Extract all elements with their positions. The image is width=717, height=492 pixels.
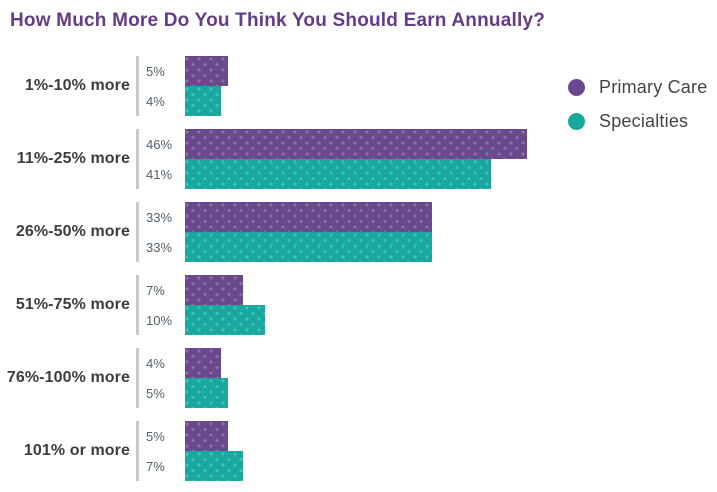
axis-line — [136, 275, 139, 335]
bars-column: 7% 10% — [139, 275, 545, 335]
bar-primary-care — [185, 275, 243, 305]
value-label: 4% — [146, 355, 165, 371]
axis-line — [136, 348, 139, 408]
bars-column: 46% 41% — [139, 129, 545, 189]
category-label: 26%-50% more — [15, 223, 130, 240]
axis-line — [136, 56, 139, 116]
bar-row: 4% — [139, 348, 545, 378]
bar-row: 10% — [139, 305, 545, 335]
axis-line — [136, 129, 139, 189]
value-label: 7% — [146, 282, 165, 298]
bar-specialties — [185, 159, 491, 189]
category-group: 11%-25% more 46% 41% — [0, 129, 545, 189]
category-label: 1%-10% more — [24, 77, 130, 94]
legend-label-primary-care: Primary Care — [599, 76, 708, 97]
bar-primary-care — [185, 202, 432, 232]
bars-column: 5% 7% — [139, 421, 545, 481]
bar-row: 7% — [139, 451, 545, 481]
bar-row: 33% — [139, 202, 545, 232]
bar-primary-care — [185, 129, 527, 159]
category-group: 51%-75% more 7% 10% — [0, 275, 545, 335]
chart-groups: 1%-10% more 5% 4% 11%-25% more 46% 41% 26%-50%… — [0, 56, 545, 492]
value-label: 7% — [146, 458, 165, 474]
bar-row: 5% — [139, 378, 545, 408]
bar-primary-care — [185, 56, 228, 86]
legend-item-primary-care: Primary Care — [568, 74, 707, 100]
bar-primary-care — [185, 421, 228, 451]
value-label: 33% — [146, 209, 173, 225]
category-group: 1%-10% more 5% 4% — [0, 56, 545, 116]
bars-column: 5% 4% — [139, 56, 545, 116]
category-group: 26%-50% more 33% 33% — [0, 202, 545, 262]
value-label: 46% — [146, 136, 173, 152]
axis-line — [136, 202, 139, 262]
bar-specialties — [185, 451, 243, 481]
value-label: 10% — [146, 312, 173, 328]
bars-column: 33% 33% — [139, 202, 545, 262]
bar-primary-care — [185, 348, 221, 378]
bar-row: 5% — [139, 56, 545, 86]
bar-specialties — [185, 305, 265, 335]
bar-row: 4% — [139, 86, 545, 116]
category-label: 51%-75% more — [15, 296, 130, 313]
value-label: 5% — [146, 63, 165, 79]
category-group: 76%-100% more 4% 5% — [0, 348, 545, 408]
legend-swatch-specialties-icon — [568, 112, 585, 130]
bar-specialties — [185, 378, 228, 408]
axis-line — [136, 421, 139, 481]
bar-row: 46% — [139, 129, 545, 159]
category-label: 76%-100% more — [6, 369, 130, 386]
legend: Primary Care Specialties — [568, 74, 707, 142]
value-label: 5% — [146, 385, 165, 401]
bars-column: 4% 5% — [139, 348, 545, 408]
value-label: 4% — [146, 93, 165, 109]
bar-specialties — [185, 86, 221, 116]
category-label: 101% or more — [23, 442, 130, 459]
chart-title: How Much More Do You Think You Should Ea… — [10, 10, 546, 31]
value-label: 41% — [146, 166, 173, 182]
legend-label-specialties: Specialties — [599, 110, 689, 131]
bar-row: 41% — [139, 159, 545, 189]
bar-row: 5% — [139, 421, 545, 451]
category-group: 101% or more 5% 7% — [0, 421, 545, 481]
legend-item-specialties: Specialties — [568, 108, 707, 134]
bar-row: 7% — [139, 275, 545, 305]
value-label: 33% — [146, 239, 173, 255]
category-label: 11%-25% more — [16, 150, 130, 167]
bar-specialties — [185, 232, 432, 262]
bar-row: 33% — [139, 232, 545, 262]
value-label: 5% — [146, 428, 165, 444]
legend-swatch-primary-care-icon — [568, 78, 585, 96]
